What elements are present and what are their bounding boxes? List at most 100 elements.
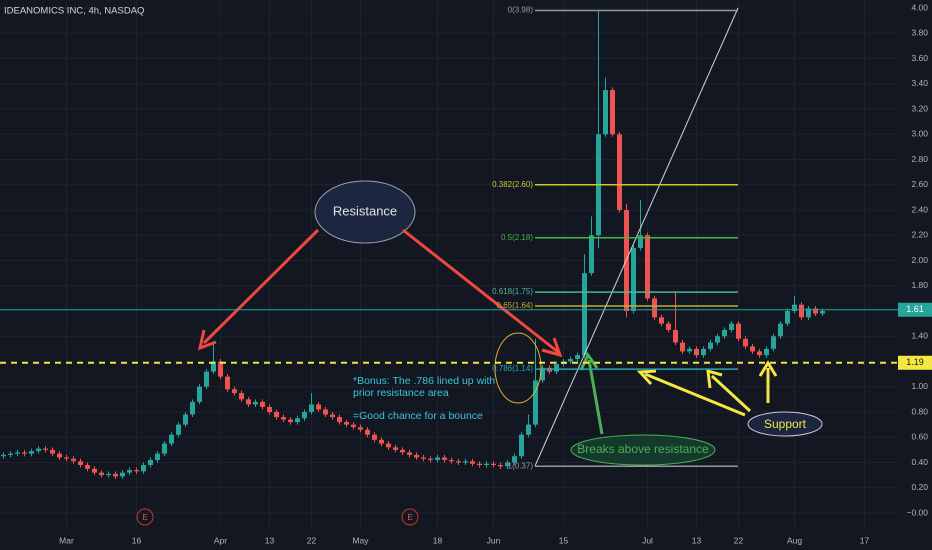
candle-body (225, 376, 230, 390)
candle-body (512, 456, 517, 463)
candle-body (680, 342, 685, 352)
candle-body (715, 336, 720, 343)
candle-body (246, 399, 251, 405)
candle-body (274, 412, 279, 418)
fib-label: 0.786(1.14) (492, 364, 533, 373)
candle-body (694, 348, 699, 356)
candle-body (400, 449, 405, 453)
candle-body (302, 412, 307, 419)
candle-body (1, 454, 6, 457)
candle-body (106, 473, 111, 476)
resistance-label: Resistance (333, 203, 397, 218)
fib-label: 0.65(1.64) (497, 301, 534, 310)
candle-body (365, 429, 370, 435)
earnings-label: E (142, 513, 147, 522)
candle-body (36, 448, 41, 452)
candle-body (582, 273, 587, 356)
candle-body (435, 457, 440, 460)
candle-body (470, 461, 475, 464)
fib-label: 0.618(1.75) (492, 287, 533, 296)
candle-body (526, 424, 531, 435)
support-tag (898, 355, 932, 370)
candle-body (743, 338, 748, 347)
y-tick-label: 4.00 (911, 2, 928, 12)
axes: 4.00 3.80 3.60 3.40 3.20 3.00 2.80 2.60 2.40 2.20… (59, 0, 932, 550)
candle-body (134, 470, 139, 472)
candle-body (491, 463, 496, 466)
y-tick-label: 1.40 (911, 331, 928, 341)
candle-body (162, 443, 167, 454)
earnings-marker (136, 508, 154, 526)
candle-body (281, 417, 286, 420)
candle-body (589, 235, 594, 274)
candle-body (736, 323, 741, 339)
x-tick-label: Apr (214, 535, 227, 545)
candle-body (575, 355, 580, 359)
fib-label: 0.382(2.60) (492, 180, 533, 189)
fib-diagonal (534, 7, 739, 467)
candle-body (414, 454, 419, 458)
x-tick-label: 22 (307, 535, 317, 545)
candle-body (176, 424, 181, 435)
candle-body (260, 401, 265, 407)
overlays: Resistance *Bonus: The .786 lined up wit… (0, 6, 898, 526)
candle-body (316, 404, 321, 410)
candle-body (505, 462, 510, 467)
candle-body (820, 311, 825, 314)
y-tick-label: 2.40 (911, 204, 928, 214)
candle-body (99, 472, 104, 476)
candle-body (610, 90, 615, 135)
candle-body (239, 393, 244, 400)
candle-body (29, 451, 34, 454)
candle-body (708, 342, 713, 349)
candle-body (785, 311, 790, 324)
resistance-bubble (314, 180, 416, 244)
candle-body (519, 434, 524, 457)
candle-body (540, 367, 545, 381)
x-tick-label: 17 (860, 535, 870, 545)
x-tick-label: 13 (692, 535, 702, 545)
x-tick-label: May (352, 535, 369, 545)
candle-body (43, 448, 48, 450)
candle-body (722, 329, 727, 337)
candle-body (50, 449, 55, 454)
y-tick-label: −0.00 (906, 507, 928, 517)
candle-body (330, 414, 335, 418)
y-tick-label: 1.00 (911, 381, 928, 391)
candle-body (169, 434, 174, 444)
candle-body (449, 459, 454, 462)
candle-body (337, 417, 342, 423)
candle-body (85, 465, 90, 469)
candle-body (197, 386, 202, 402)
candle-body (190, 401, 195, 415)
candle-body (428, 458, 433, 460)
candle-body (617, 134, 622, 210)
candle-body (211, 361, 216, 372)
x-tick-label: Mar (59, 535, 74, 545)
bonus-note: prior resistance area (353, 387, 449, 399)
candle-body (778, 323, 783, 337)
candle-body (92, 468, 97, 473)
candle-body (22, 452, 27, 454)
candle-body (120, 472, 125, 477)
y-tick-label: 3.60 (911, 53, 928, 63)
candle-body (645, 235, 650, 299)
candle-body (771, 336, 776, 349)
x-tick-label: 18 (433, 535, 443, 545)
candle-body (533, 380, 538, 425)
price-tag-label: 1.61 (906, 304, 924, 314)
candle-body (498, 465, 503, 467)
y-tick-label: 3.80 (911, 28, 928, 38)
y-axis-panel (898, 0, 932, 550)
candle-body (673, 329, 678, 343)
candle-body (806, 308, 811, 318)
x-tick-label: 15 (559, 535, 569, 545)
candle-body (15, 452, 20, 454)
candle-body (78, 461, 83, 466)
y-tick-label: 3.20 (911, 103, 928, 113)
candle-body (295, 418, 300, 423)
candle-body (750, 346, 755, 352)
candle-body (421, 457, 426, 459)
candle-body (764, 348, 769, 356)
